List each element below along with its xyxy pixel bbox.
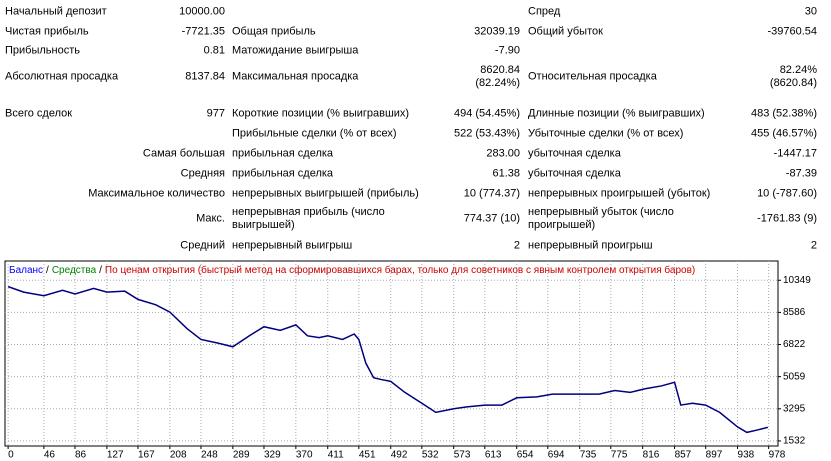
x-tick-label: 978 bbox=[769, 450, 786, 461]
stat-value: -87.39 bbox=[785, 167, 817, 180]
stat-value: Максимальное количество bbox=[88, 187, 225, 200]
stat-value: 10 (774.37) bbox=[463, 187, 520, 200]
x-tick-label: 573 bbox=[454, 450, 471, 461]
stat-value: -1761.83 (9) bbox=[757, 212, 817, 225]
stat-value: -7.90 bbox=[494, 44, 520, 57]
x-tick-label: 775 bbox=[611, 450, 628, 461]
stat-value: 61.38 bbox=[492, 167, 520, 180]
x-tick-label: 492 bbox=[391, 450, 408, 461]
x-tick-label: 532 bbox=[422, 450, 439, 461]
stat-label: непрерывных проигрышей (убыток) bbox=[528, 187, 711, 200]
x-tick-label: 289 bbox=[233, 450, 250, 461]
y-tick-label: 5059 bbox=[783, 371, 806, 382]
stat-label: Общий убыток bbox=[528, 25, 603, 38]
legend-separator: / bbox=[99, 265, 102, 276]
x-tick-label: 127 bbox=[107, 450, 124, 461]
stat-value: 774.37 (10) bbox=[463, 212, 520, 225]
stat-value: 82.24% (8620.84) bbox=[769, 64, 817, 89]
stat-label: непрерывный выигрыш bbox=[232, 239, 353, 252]
balance-line bbox=[7, 285, 769, 434]
stat-label: убыточная сделка bbox=[528, 147, 621, 160]
x-tick-label: 208 bbox=[170, 450, 187, 461]
stat-label: Общая прибыль bbox=[232, 25, 316, 38]
stat-label: Максимальная просадка bbox=[232, 70, 359, 83]
x-tick-label: 167 bbox=[138, 450, 155, 461]
stat-label: Прибыльность bbox=[5, 44, 80, 57]
stat-value: 2 bbox=[513, 239, 520, 252]
stat-value: 494 (54.45%) bbox=[453, 107, 520, 120]
x-tick-label: 613 bbox=[485, 450, 502, 461]
stat-label: Спред bbox=[528, 5, 561, 18]
x-tick-label: 654 bbox=[517, 450, 534, 461]
x-tick-label: 370 bbox=[296, 450, 313, 461]
stat-value: 30 bbox=[804, 5, 817, 18]
y-tick-label: 1532 bbox=[783, 436, 806, 447]
x-tick-label: 451 bbox=[359, 450, 376, 461]
x-tick-label: 46 bbox=[44, 450, 56, 461]
stat-label: Абсолютная просадка bbox=[5, 70, 119, 83]
stat-value: Средний bbox=[180, 239, 225, 252]
stat-label: Убыточные сделки (% от всех) bbox=[528, 127, 684, 140]
stat-label: непрерывная прибыль (число выигрышей) bbox=[232, 206, 385, 231]
stat-value: 8137.84 bbox=[185, 70, 225, 83]
x-tick-label: 86 bbox=[75, 450, 87, 461]
stat-label: Короткие позиции (% выигравших) bbox=[232, 107, 410, 120]
stat-label: непрерывных выигрышей (прибыль) bbox=[232, 187, 419, 200]
stat-value: 483 (52.38%) bbox=[750, 107, 817, 120]
legend-item: Баланс bbox=[9, 265, 43, 276]
x-tick-label: 411 bbox=[328, 450, 344, 461]
stat-label: Относительная просадка bbox=[528, 70, 657, 83]
stat-label: Длинные позиции (% выигравших) bbox=[528, 107, 705, 120]
x-tick-label: 735 bbox=[580, 450, 597, 461]
stat-value: 0.81 bbox=[203, 44, 225, 57]
stat-value: -39760.54 bbox=[767, 25, 817, 38]
stat-label: непрерывный убыток (число проигрышей) bbox=[528, 206, 674, 231]
stat-value: 977 bbox=[206, 107, 225, 120]
stat-label: непрерывный проигрыш bbox=[528, 239, 653, 252]
x-tick-label: 897 bbox=[706, 450, 723, 461]
stat-value: 10000.00 bbox=[179, 5, 225, 18]
legend-item: Средства bbox=[52, 265, 97, 276]
stat-label: Матожидание выигрыша bbox=[232, 44, 359, 57]
stat-value: Самая большая bbox=[142, 147, 225, 160]
y-tick-label: 10349 bbox=[783, 275, 811, 286]
plot-frame bbox=[4, 260, 779, 447]
y-tick-label: 3295 bbox=[783, 403, 806, 414]
stat-label: прибыльная сделка bbox=[232, 167, 334, 180]
x-tick-label: 0 bbox=[8, 450, 14, 461]
x-tick-label: 816 bbox=[643, 450, 660, 461]
stat-value: -7721.35 bbox=[181, 25, 225, 38]
stat-value: 2 bbox=[810, 239, 817, 252]
y-tick-label: 8586 bbox=[783, 307, 806, 318]
stat-label: убыточная сделка bbox=[528, 167, 621, 180]
stat-value: 455 (46.57%) bbox=[750, 127, 817, 140]
stat-value: Макс. bbox=[196, 212, 225, 225]
stat-label: прибыльная сделка bbox=[232, 147, 334, 160]
x-tick-label: 857 bbox=[675, 450, 692, 461]
stat-value: -1447.17 bbox=[773, 147, 817, 160]
stat-value: 283.00 bbox=[486, 147, 520, 160]
x-tick-label: 694 bbox=[548, 450, 565, 461]
x-tick-label: 938 bbox=[738, 450, 755, 461]
legend-separator: / bbox=[46, 265, 49, 276]
stat-value: 10 (-787.60) bbox=[757, 187, 817, 200]
stat-value: 32039.19 bbox=[474, 25, 520, 38]
y-tick-label: 6822 bbox=[783, 339, 806, 350]
stat-value: Средняя bbox=[180, 167, 225, 180]
legend-item: По ценам открытия (быстрый метод на сфор… bbox=[105, 264, 695, 276]
stat-label: Начальный депозит bbox=[5, 5, 107, 18]
x-tick-label: 329 bbox=[264, 450, 281, 461]
stat-label: Чистая прибыль bbox=[5, 25, 89, 38]
stat-label: Прибыльные сделки (% от всех) bbox=[232, 127, 397, 140]
x-tick-label: 248 bbox=[201, 450, 218, 461]
stat-value: 522 (53.43%) bbox=[453, 127, 520, 140]
stat-label: Всего сделок bbox=[5, 107, 73, 120]
stat-value: 8620.84 (82.24%) bbox=[475, 64, 520, 89]
legend: Баланс / Средства / По ценам открытия (быстр… bbox=[9, 264, 695, 276]
